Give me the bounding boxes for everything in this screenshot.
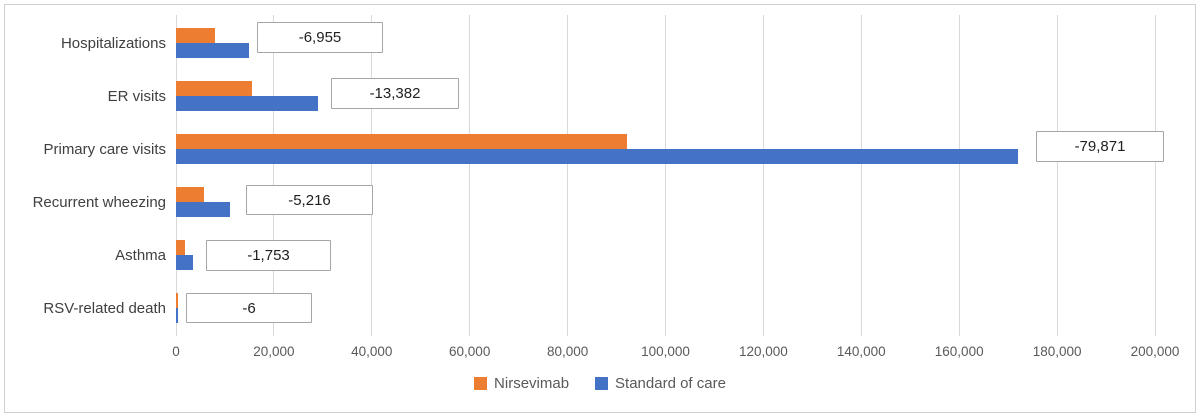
gridline bbox=[762, 15, 764, 336]
gridline bbox=[175, 15, 177, 336]
gridline bbox=[958, 15, 960, 336]
x-axis-tick-label: 100,000 bbox=[641, 344, 690, 359]
bar-standard-of-care bbox=[176, 96, 318, 111]
bar-standard-of-care bbox=[176, 308, 178, 323]
bar-standard-of-care bbox=[176, 43, 250, 58]
category-label: Recurrent wheezing bbox=[32, 194, 166, 211]
gridline bbox=[469, 15, 471, 336]
x-axis-tick-label: 120,000 bbox=[738, 344, 788, 359]
x-axis-tick-label: 80,000 bbox=[546, 344, 589, 359]
difference-annotation: -6,955 bbox=[257, 22, 383, 53]
legend-label: Standard of care bbox=[615, 375, 726, 392]
category-label: RSV-related death bbox=[43, 300, 166, 317]
bar-standard-of-care bbox=[176, 149, 1018, 164]
legend-label: Nirsevimab bbox=[494, 375, 570, 392]
gridline bbox=[1056, 15, 1058, 336]
x-axis-tick-label: 160,000 bbox=[934, 344, 984, 359]
category-label: Hospitalizations bbox=[60, 35, 166, 52]
category-label: Primary care visits bbox=[43, 141, 166, 158]
chart-legend: Nirsevimab Standard of care bbox=[0, 375, 1200, 392]
gridline bbox=[665, 15, 666, 336]
difference-annotation: -13,382 bbox=[331, 78, 459, 109]
gridline bbox=[860, 15, 862, 336]
bar-nirsevimab bbox=[176, 240, 185, 255]
bar-standard-of-care bbox=[176, 255, 194, 270]
x-axis-tick-label: 180,000 bbox=[1032, 344, 1082, 359]
gridline bbox=[371, 15, 373, 336]
x-axis-tick-label: 40,000 bbox=[351, 344, 393, 359]
bar-nirsevimab bbox=[176, 28, 216, 43]
bar-nirsevimab bbox=[176, 81, 253, 96]
x-axis-tick-label: 140,000 bbox=[836, 344, 886, 359]
legend-entry: Standard of care bbox=[595, 375, 726, 392]
bar-standard-of-care bbox=[176, 202, 230, 217]
legend-entry: Nirsevimab bbox=[474, 375, 569, 392]
bar-nirsevimab bbox=[176, 293, 178, 308]
bar-nirsevimab bbox=[176, 187, 205, 202]
gridline bbox=[1154, 15, 1156, 336]
x-axis-tick-label: 60,000 bbox=[449, 344, 491, 359]
x-axis-tick-label: 200,000 bbox=[1130, 344, 1180, 359]
x-axis-tick-label: 0 bbox=[172, 344, 180, 359]
gridline bbox=[273, 15, 275, 336]
category-label: ER visits bbox=[107, 88, 166, 105]
legend-swatch-standard-of-care bbox=[595, 377, 609, 390]
difference-annotation: -1,753 bbox=[206, 240, 331, 271]
category-label: Asthma bbox=[115, 247, 166, 264]
difference-annotation: -6 bbox=[186, 293, 312, 323]
bar-nirsevimab bbox=[176, 134, 627, 149]
difference-annotation: -5,216 bbox=[246, 185, 373, 215]
legend-swatch-nirsevimab bbox=[474, 377, 488, 390]
difference-annotation: -79,871 bbox=[1036, 131, 1164, 162]
gridline bbox=[567, 15, 569, 336]
x-axis-tick-label: 20,000 bbox=[253, 344, 295, 359]
